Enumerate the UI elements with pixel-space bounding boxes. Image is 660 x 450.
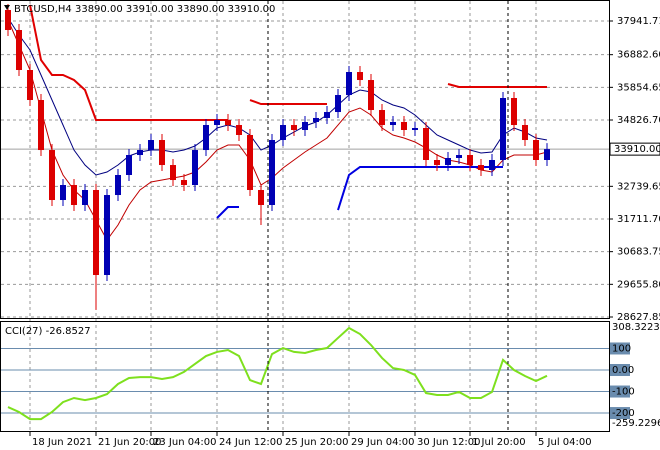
x-tick-label: 18 Jun 2021	[32, 437, 92, 448]
main-frame	[0, 0, 610, 319]
chart-title: BTCUSD,H4 33890.00 33910.00 33890.00 339…	[14, 4, 275, 15]
candle-body	[291, 125, 297, 131]
candle-body	[71, 185, 77, 205]
cci-frame	[0, 321, 610, 432]
x-tick-label: 21 Jun 20:00	[98, 437, 162, 448]
candle-body	[500, 98, 506, 160]
y-tick-label: 30683.75	[617, 247, 660, 258]
candle-body	[258, 189, 264, 205]
candle-body	[544, 149, 550, 160]
candle-body	[159, 140, 165, 166]
candle-body	[390, 121, 396, 126]
x-tick-label: 25 Jun 20:00	[285, 437, 349, 448]
y-tick-label: 0.00	[612, 365, 634, 376]
level-label-box	[610, 342, 630, 355]
candle-body	[247, 134, 253, 190]
level-label-box	[610, 407, 630, 420]
cci-max-label: 308.3223	[612, 322, 660, 333]
candle-body	[357, 72, 363, 81]
y-tick-label: 35854.65	[617, 82, 660, 93]
y-tick-label: 32739.65	[617, 181, 660, 192]
candle-body	[148, 140, 154, 151]
indicator-line	[29, 4, 547, 121]
x-tick-label: 24 Jun 12:00	[219, 437, 283, 448]
indicator-line	[7, 17, 548, 176]
candle-body	[60, 185, 66, 201]
candle-body	[280, 125, 286, 141]
candle-body	[368, 80, 374, 111]
candle-body	[126, 155, 132, 175]
candle-body	[511, 98, 517, 126]
y-tick-label: 34826.70	[617, 115, 660, 126]
candle-body	[225, 119, 231, 126]
candle-body	[214, 119, 220, 126]
candle-body	[346, 72, 352, 96]
candle-body	[423, 127, 429, 160]
candle-body	[401, 121, 407, 131]
candle-body	[445, 157, 451, 166]
x-tick-label: 1 Jul 20:00	[472, 437, 526, 448]
candle-body	[27, 70, 33, 101]
candle-body	[313, 117, 319, 122]
y-tick-label: 37941.71	[617, 16, 660, 27]
indicator-line	[216, 165, 503, 219]
candle-body	[170, 165, 176, 181]
candle-body	[104, 195, 110, 276]
y-tick-label: 28627.85	[617, 312, 660, 323]
candle-body	[115, 174, 121, 196]
current-price-label: 33910.00	[614, 144, 660, 155]
x-tick-label: 29 Jun 04:00	[351, 437, 415, 448]
cci-title: CCI(27) -26.8527	[5, 326, 91, 337]
cci-min-label: -259.2296	[612, 418, 660, 429]
candle-body	[467, 155, 473, 166]
candle-body	[379, 110, 385, 126]
candle-body	[302, 121, 308, 131]
candle-body	[93, 189, 99, 276]
level-label-box	[610, 385, 630, 398]
candle-body	[5, 10, 11, 30]
candle-body	[434, 160, 440, 166]
candle-body	[181, 180, 187, 186]
y-tick-label: 36882.60	[617, 50, 660, 61]
candle-body	[203, 125, 209, 151]
y-tick-label: -100	[612, 387, 635, 398]
candle-body	[269, 140, 275, 205]
candle-body	[82, 189, 88, 205]
candle-body	[522, 125, 528, 141]
title-arrow	[4, 5, 10, 10]
candle-body	[192, 150, 198, 186]
candle-body	[38, 100, 44, 151]
y-tick-label: 29655.80	[617, 279, 660, 290]
x-tick-label: 30 Jun 12:00	[417, 437, 481, 448]
candle-body	[324, 112, 330, 118]
y-tick-label: 31711.70	[617, 214, 660, 225]
y-tick-label: -200	[612, 408, 635, 419]
level-label-box	[610, 364, 630, 377]
x-tick-label: 5 Jul 04:00	[538, 437, 592, 448]
y-tick-label: 100	[612, 343, 631, 354]
candle-body	[49, 150, 55, 201]
cci-line	[7, 326, 548, 421]
candle-body	[335, 95, 341, 113]
candle-body	[456, 155, 462, 158]
candle-body	[236, 125, 242, 135]
candle-body	[137, 150, 143, 156]
x-tick-label: 23 Jun 04:00	[153, 437, 217, 448]
candle-body	[533, 140, 539, 160]
candle-body	[412, 127, 418, 131]
candle-body	[478, 165, 484, 171]
candle-body	[489, 160, 495, 171]
candle-body	[16, 29, 22, 71]
